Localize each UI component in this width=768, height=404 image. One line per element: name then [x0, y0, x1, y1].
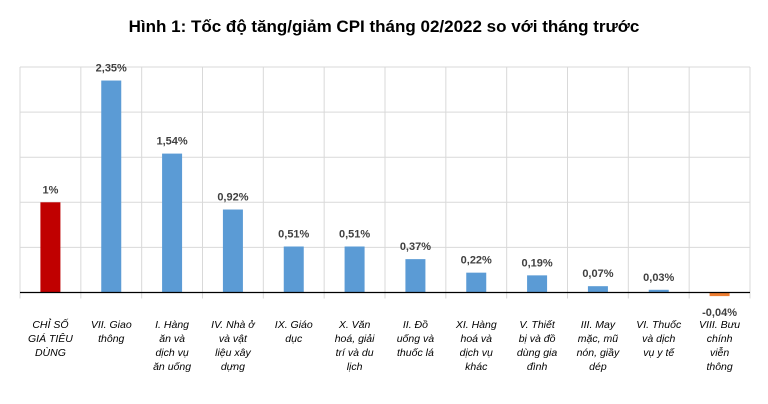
- category-label: X. Văn hoá, giải trí và du lịch: [335, 319, 375, 373]
- chart-title: Hình 1: Tốc độ tăng/giảm CPI tháng 02/20…: [129, 17, 640, 36]
- bar: [344, 246, 365, 293]
- category-label: I. Hàng ăn và dịch vụ ăn uống: [153, 319, 191, 373]
- bar: [587, 286, 608, 293]
- data-label: 0,03%: [643, 272, 674, 284]
- bar: [405, 259, 426, 293]
- category-label-line: viễn: [710, 346, 729, 359]
- category-label: CHỈ SỐ GIÁ TIÊU DÙNG: [28, 318, 73, 359]
- category-label-line: hoá và: [460, 333, 492, 345]
- category-label-line: dùng gia: [517, 347, 557, 359]
- category-label-line: VI. Thuốc: [636, 319, 682, 331]
- category-label-line: mặc, mũ: [578, 333, 618, 345]
- category-label: VI. Thuốc và dịch vụ y tế: [636, 319, 682, 359]
- category-label: IV. Nhà ở và vật liệu xây dựng: [211, 319, 256, 373]
- category-label-line: liệu xây: [215, 347, 251, 359]
- bar: [709, 292, 730, 297]
- category-label-line: dục: [285, 333, 303, 345]
- bar: [527, 275, 548, 293]
- data-label: 2,35%: [96, 63, 127, 75]
- category-label-layer: CHỈ SỐ GIÁ TIÊU DÙNG VII. Giao thông I. Hàng ă…: [28, 318, 740, 373]
- category-label-line: dựng: [221, 361, 245, 373]
- data-label: 0,22%: [461, 255, 492, 267]
- category-label-line: CHỈ SỐ: [32, 318, 68, 331]
- category-label-line: khác: [465, 361, 488, 373]
- category-label-line: VII. Giao: [91, 319, 132, 331]
- category-label-line: hoá, giải: [335, 333, 375, 345]
- category-label-line: DÙNG: [35, 346, 66, 359]
- category-label-line: dép: [589, 361, 607, 373]
- category-label-line: thông: [706, 361, 732, 373]
- category-label: V. Thiết bị và đồ dùng gia đình: [517, 319, 557, 373]
- data-label: 0,07%: [582, 268, 613, 280]
- category-label-line: vụ y tế: [643, 347, 675, 359]
- category-label-line: và dịch: [642, 333, 675, 345]
- data-label: 0,37%: [400, 241, 431, 253]
- data-label: 0,51%: [278, 228, 309, 240]
- category-label-line: ăn và: [159, 333, 185, 345]
- data-label: 0,19%: [521, 257, 552, 269]
- category-label-line: đình: [527, 361, 548, 373]
- bar-layer: [40, 80, 730, 297]
- category-label-line: và vật: [219, 333, 248, 345]
- category-label-line: dịch vụ: [460, 347, 493, 359]
- category-label-line: uống và: [397, 333, 435, 345]
- category-label-line: VIII. Bưu: [699, 319, 740, 331]
- category-label-line: thuốc lá: [397, 347, 434, 359]
- data-label-layer: 1% 2,35% 1,54% 0,92% 0,51% 0,51% 0,37% 0,22% 0,1…: [42, 63, 737, 320]
- category-label-line: lịch: [347, 361, 363, 373]
- category-label-line: thông: [98, 333, 124, 345]
- data-label: 1%: [42, 184, 58, 196]
- category-label-line: nón, giầy: [577, 347, 620, 359]
- bar: [283, 246, 304, 293]
- bar: [648, 289, 669, 293]
- grid-layer: [19, 66, 751, 299]
- bar: [162, 153, 183, 293]
- category-label-line: trí và du: [336, 347, 374, 359]
- category-label-line: chính: [707, 333, 733, 345]
- category-label-line: dịch vụ: [155, 347, 188, 359]
- bar: [40, 202, 61, 293]
- category-label-line: V. Thiết: [519, 319, 555, 331]
- category-label-line: IX. Giáo: [275, 319, 313, 331]
- category-label: XI. Hàng hoá và dịch vụ khác: [455, 319, 497, 373]
- category-label-line: XI. Hàng: [455, 319, 497, 331]
- category-label-line: GIÁ TIÊU: [28, 332, 73, 345]
- category-label: VIII. Bưu chính viễn thông: [699, 319, 740, 373]
- category-label: IX. Giáo dục: [275, 319, 313, 345]
- category-label: VII. Giao thông: [91, 319, 132, 345]
- category-label-line: I. Hàng: [155, 319, 189, 331]
- category-label-line: IV. Nhà ở: [211, 319, 256, 331]
- category-label-line: X. Văn: [338, 319, 371, 331]
- data-label: -0,04%: [702, 307, 737, 319]
- category-label-line: II. Đồ: [403, 319, 428, 331]
- data-label: 0,92%: [217, 192, 248, 204]
- category-label: III. May mặc, mũ nón, giầy dép: [577, 319, 620, 373]
- category-label-line: bị và đồ: [519, 333, 556, 345]
- bar: [101, 80, 122, 293]
- category-label-line: ăn uống: [153, 361, 191, 373]
- bar: [466, 272, 487, 293]
- category-label: II. Đồ uống và thuốc lá: [397, 319, 435, 359]
- bar: [222, 209, 243, 293]
- category-label-line: III. May: [581, 319, 616, 331]
- data-label: 1,54%: [156, 136, 187, 148]
- data-label: 0,51%: [339, 228, 370, 240]
